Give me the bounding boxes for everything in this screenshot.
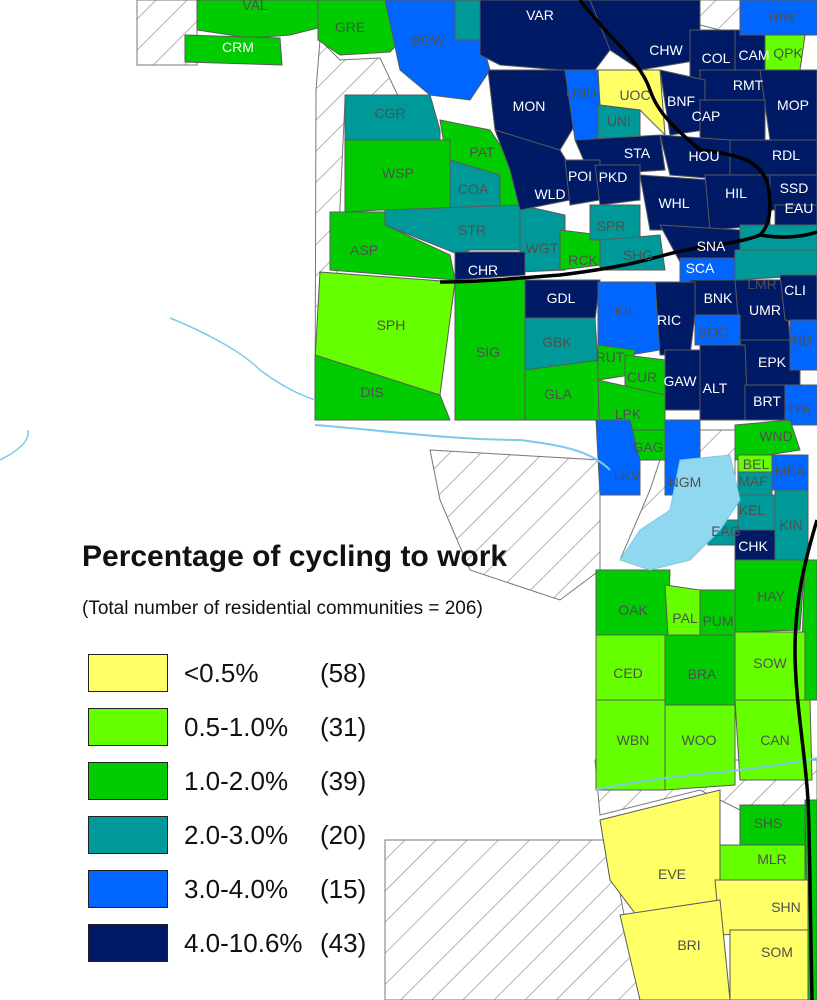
legend-count: (43): [320, 928, 367, 958]
community-LKV: [595, 419, 641, 496]
legend-count: (31): [320, 712, 367, 742]
legend-row: 1.0-2.0% (39): [88, 762, 408, 802]
community-WSP: [344, 139, 451, 213]
community-SOM: [729, 929, 809, 1000]
hatched-area: [384, 839, 641, 1000]
community-BNK: [689, 279, 741, 316]
community-BNF: [659, 69, 706, 136]
community-CHR: [454, 251, 526, 281]
community-WOO: [664, 704, 736, 791]
water-features: [0, 317, 817, 791]
community-RID: [789, 319, 817, 371]
community-SHG: [599, 234, 666, 271]
legend-swatch: [88, 924, 168, 962]
legend-range: 2.0-3.0%: [184, 820, 289, 850]
legend-range: 3.0-4.0%: [184, 874, 289, 904]
creek-line: [0, 429, 29, 461]
community-CGR: [344, 94, 441, 141]
community-MOP: [759, 69, 817, 151]
community-OAK: [595, 569, 671, 636]
community-RYA: [784, 384, 817, 426]
transit-lines: [439, 0, 817, 1000]
community-EAU: [774, 204, 817, 226]
community-KIN: [774, 489, 809, 561]
community-CLI: [779, 274, 817, 326]
community-CED: [595, 634, 666, 701]
legend: Percentage of cycling to work (Total num…: [82, 540, 507, 980]
community-GDL: [524, 279, 601, 321]
community-LMR: [734, 249, 817, 281]
legend-range: 0.5-1.0%: [184, 712, 289, 742]
community-SIG: [454, 277, 526, 421]
community-PKD: [594, 164, 641, 206]
community-ALT: [699, 344, 749, 421]
community-MAF: [737, 471, 773, 496]
community-BRA: [664, 634, 736, 706]
fish-creek-line: [594, 757, 817, 791]
legend-title: Percentage of cycling to work: [82, 540, 508, 573]
community-SOC: [694, 314, 741, 346]
community-MLR: [719, 844, 806, 881]
community-WBN: [595, 699, 666, 791]
community-CAN: [734, 699, 813, 781]
reservoir-water: [619, 454, 741, 571]
community-PAL: [664, 584, 701, 636]
community-CHK: [734, 529, 776, 561]
legend-swatch: [88, 870, 168, 908]
hatched-area: [429, 449, 601, 601]
lrt-line-northeast: [759, 230, 817, 239]
river-line: [169, 317, 316, 401]
community-GLA: [524, 359, 601, 421]
legend-swatch: [88, 762, 168, 800]
legend-count: (58): [320, 658, 367, 688]
legend-count: (20): [320, 820, 367, 850]
legend-row: 2.0-3.0% (20): [88, 816, 408, 856]
legend-count: (39): [320, 766, 367, 796]
community-SHS: [739, 804, 806, 846]
community-HOU: [659, 134, 731, 181]
community-QPK: [764, 34, 806, 76]
community-WND: [734, 419, 801, 461]
community-SPR: [589, 204, 641, 241]
legend-row: 3.0-4.0% (15): [88, 870, 408, 910]
community-CAP: [699, 99, 766, 141]
legend-range: 4.0-10.6%: [184, 928, 303, 958]
community-SHN: [714, 879, 809, 936]
community-DIS: [314, 354, 451, 421]
community-VAL: [196, 0, 321, 39]
community-CRM: [184, 34, 283, 66]
community-BRI: [619, 899, 731, 1000]
legend-row: 0.5-1.0% (31): [88, 708, 408, 748]
community-polygons: [184, 0, 817, 1000]
community-HIL: [704, 174, 771, 231]
bow-river-line: [314, 424, 611, 471]
community-KEL: [737, 494, 776, 531]
legend-count: (15): [320, 874, 367, 904]
community-RIC: [654, 281, 696, 356]
legend-swatch: [88, 708, 168, 746]
community-PUM: [699, 589, 736, 636]
community-GAW: [664, 349, 701, 411]
community-ASP: [329, 211, 456, 281]
community-teal-east: [739, 224, 817, 256]
community-WHL: [639, 174, 711, 231]
community-WGT: [519, 204, 566, 273]
legend-range: <0.5%: [184, 658, 259, 688]
community-MEA: [771, 454, 809, 491]
community-KIL: [597, 281, 661, 356]
community-HIW: [739, 0, 817, 36]
legend-swatch: [88, 654, 168, 692]
legend-swatch: [88, 816, 168, 854]
legend-row: <0.5% (58): [88, 654, 408, 694]
legend-range: 1.0-2.0%: [184, 766, 289, 796]
community-CHW: [589, 0, 701, 71]
lrt-line-south: [793, 519, 817, 1000]
community-BRT: [744, 384, 791, 421]
legend-subtitle: (Total number of residential communities…: [82, 598, 483, 619]
legend-row: 4.0-10.6% (43): [88, 924, 408, 964]
lrt-line-west: [439, 0, 772, 284]
